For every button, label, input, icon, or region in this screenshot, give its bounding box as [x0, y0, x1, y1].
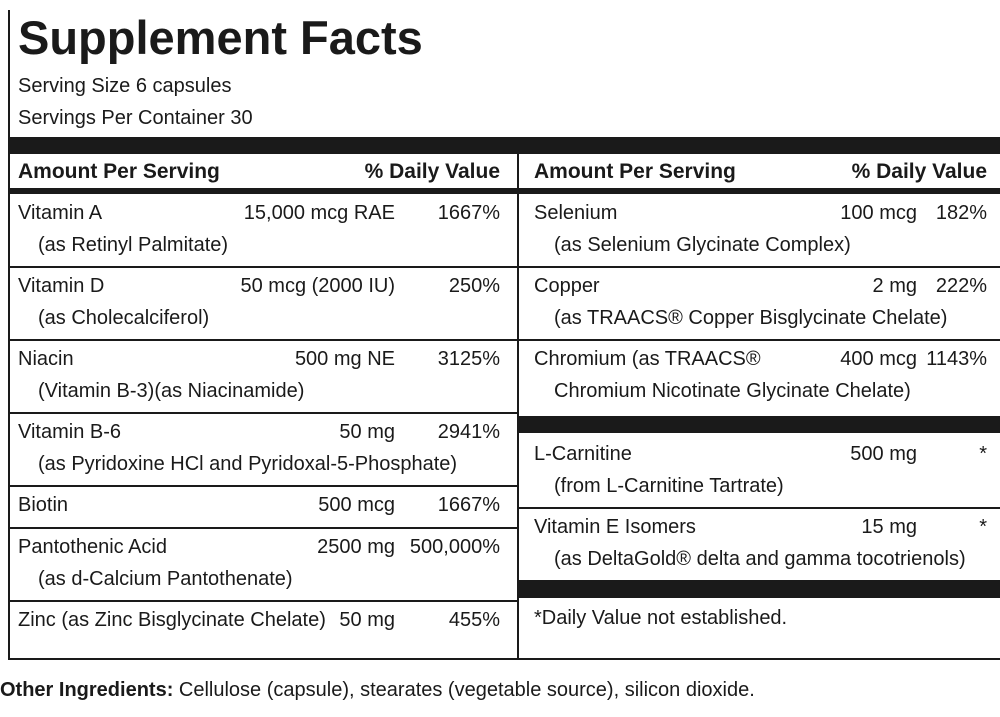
- nutrient-amount: 100 mcg: [840, 202, 917, 224]
- servings-per-container: Servings Per Container 30: [18, 107, 253, 129]
- daily-value: 1143%: [926, 348, 987, 370]
- daily-value: 500,000%: [409, 536, 500, 558]
- thick-bar: [8, 137, 1000, 154]
- nutrient-amount: 500 mcg: [318, 494, 395, 516]
- nutrient-name: Biotin: [18, 494, 69, 516]
- thick-bar: [519, 580, 1000, 598]
- nutrient-detail: (as Cholecalciferol): [38, 307, 210, 329]
- nutrient-detail: (Vitamin B-3)(as Niacinamide): [38, 380, 305, 402]
- title: Supplement Facts: [18, 11, 423, 64]
- nutrient-amount: 15,000 mcg RAE: [243, 202, 395, 224]
- border: [8, 10, 10, 660]
- nutrient-name: Selenium: [534, 202, 618, 224]
- nutrient-detail: (as Pyridoxine HCl and Pyridoxal-5-Phosp…: [38, 453, 458, 475]
- nutrient-detail: Chromium Nicotinate Glycinate Chelate): [554, 380, 911, 402]
- nutrient-detail: (as TRAACS® Copper Bisglycinate Chelate): [554, 307, 948, 329]
- nutrient-name: Zinc (as Zinc Bisglycinate Chelate): [18, 609, 326, 631]
- column-divider: [517, 154, 519, 660]
- row-line: [519, 507, 1000, 509]
- row-line: [10, 600, 517, 602]
- nutrient-detail: (as Retinyl Palmitate): [38, 234, 229, 256]
- nutrient-name: L-Carnitine: [534, 443, 632, 465]
- nutrient-amount: 50 mg: [339, 609, 395, 631]
- nutrient-name: Chromium (as TRAACS®: [534, 348, 761, 370]
- daily-value: 455%: [448, 609, 500, 631]
- nutrient-amount: 2 mg: [872, 275, 917, 297]
- nutrient-name: Vitamin D: [18, 275, 105, 297]
- nutrient-amount: 400 mcg: [840, 348, 917, 370]
- row-line: [519, 339, 1000, 341]
- other-ingredients: Other Ingredients: Cellulose (capsule), …: [0, 678, 755, 702]
- nutrient-name: Vitamin B-6: [18, 421, 122, 443]
- other-ingredients-text: Cellulose (capsule), stearates (vegetabl…: [173, 679, 755, 701]
- header-amount: Amount Per Serving: [534, 160, 736, 183]
- nutrient-amount: 2500 mg: [317, 536, 395, 558]
- daily-value: *: [979, 516, 987, 538]
- nutrient-detail: (as Selenium Glycinate Complex): [554, 234, 851, 256]
- nutrient-name: Niacin: [18, 348, 74, 370]
- nutrient-amount: 500 mg: [850, 443, 917, 465]
- thick-bar: [519, 416, 1000, 433]
- nutrient-amount: 50 mg: [339, 421, 395, 443]
- other-ingredients-label: Other Ingredients:: [0, 679, 174, 701]
- nutrient-amount: 500 mg NE: [294, 348, 395, 370]
- nutrient-detail: (as d-Calcium Pantothenate): [38, 568, 293, 590]
- header-amount: Amount Per Serving: [18, 160, 220, 183]
- header-dv: % Daily Value: [364, 160, 500, 183]
- row-line: [10, 266, 517, 268]
- nutrient-detail: (as DeltaGold® delta and gamma tocotrien…: [554, 548, 966, 570]
- daily-value: 222%: [935, 275, 987, 297]
- nutrient-name: Pantothenic Acid: [18, 536, 167, 558]
- daily-value: 182%: [935, 202, 987, 224]
- footnote: *Daily Value not established.: [534, 607, 788, 629]
- nutrient-name: Vitamin A: [18, 202, 103, 224]
- row-line: [10, 412, 517, 414]
- daily-value: 3125%: [437, 348, 500, 370]
- row-line: [10, 485, 517, 487]
- nutrient-detail: (from L-Carnitine Tartrate): [554, 475, 784, 497]
- row-line: [10, 339, 517, 341]
- daily-value: *: [979, 443, 987, 465]
- nutrient-name: Copper: [534, 275, 600, 297]
- nutrient-amount: 50 mcg (2000 IU): [240, 275, 395, 297]
- header-dv: % Daily Value: [851, 160, 987, 183]
- daily-value: 1667%: [437, 494, 500, 516]
- serving-size: Serving Size 6 capsules: [18, 75, 232, 97]
- nutrient-name: Vitamin E Isomers: [534, 516, 696, 538]
- nutrient-amount: 15 mg: [861, 516, 917, 538]
- daily-value: 250%: [448, 275, 500, 297]
- daily-value: 1667%: [437, 202, 500, 224]
- row-line: [519, 266, 1000, 268]
- row-line: [10, 527, 517, 529]
- daily-value: 2941%: [437, 421, 500, 443]
- header-bar: [8, 188, 1000, 194]
- border: [8, 658, 1000, 660]
